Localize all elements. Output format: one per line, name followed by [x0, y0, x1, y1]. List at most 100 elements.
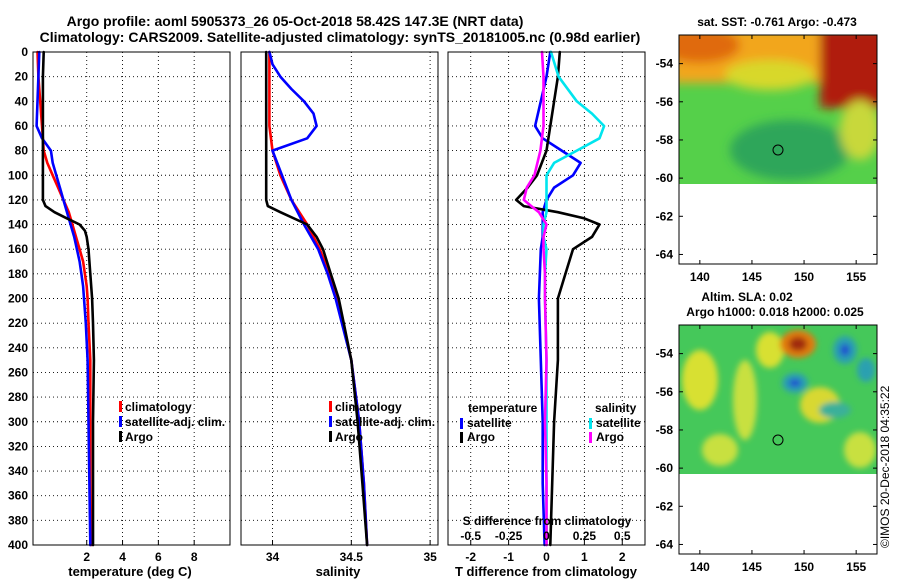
- lat-tick-label: -56: [656, 95, 674, 109]
- salinity-xlabel: salinity: [316, 564, 362, 579]
- x-tick-label: 6: [155, 550, 162, 564]
- sla-blob-teal4: [819, 402, 851, 418]
- legend-label-satellite: satellite-adj. clim.: [125, 415, 225, 429]
- legend-label-t-satellite: satellite: [467, 416, 512, 430]
- depth-tick-label: 100: [8, 168, 28, 182]
- legend-label-climatology: climatology: [125, 400, 192, 414]
- sla-heatmap: [679, 325, 877, 554]
- sst-map-title: sat. SST: -0.761 Argo: -0.473: [697, 15, 857, 29]
- x-tick-label: 4: [119, 550, 126, 564]
- lon-tick-label: 145: [742, 560, 762, 574]
- depth-tick-label: 400: [8, 538, 28, 552]
- series-line-satellite-adj-clim-: [268, 50, 369, 547]
- legend-label-climatology: climatology: [335, 400, 402, 414]
- difference-xlabel: T difference from climatology: [455, 564, 638, 579]
- depth-tick-label: 360: [8, 489, 28, 503]
- lon-tick-label: 155: [846, 270, 866, 284]
- s-tick-label: -0.5: [460, 529, 481, 543]
- difference-legend: temperature satellite Argo salinity sate…: [460, 401, 641, 444]
- lat-tick-label: -62: [656, 499, 674, 513]
- series-line-argo: [41, 50, 96, 547]
- sst-land-mask: [679, 184, 877, 264]
- legend-title-temperature: temperature: [468, 401, 538, 415]
- lat-tick-label: -58: [656, 133, 674, 147]
- s-tick-label: 0.25: [573, 529, 597, 543]
- sla-map-frame: -54 -56 -58 -60 -62 -64 140 145 150 155: [656, 324, 878, 574]
- sla-land-mask: [679, 474, 877, 554]
- sst-field-hot: [679, 35, 740, 63]
- map-border: [678, 324, 878, 555]
- s-tick-label: 0: [543, 529, 550, 543]
- x-tick-label: 0: [543, 550, 550, 564]
- x-tick-label: -2: [465, 550, 476, 564]
- lon-tick-label: 150: [794, 270, 814, 284]
- legend-title-salinity: salinity: [595, 401, 637, 415]
- depth-axis: 0 20 40 60 80 100 120 140 160 180 200 220 240 260 280 3…: [8, 45, 28, 552]
- sla-blob-blue2: [789, 379, 801, 387]
- depth-tick-label: 60: [15, 119, 29, 133]
- plot-frame: [240, 51, 439, 546]
- sla-blob-red: [789, 337, 807, 351]
- sla-map-title2: Argo h1000: 0.018 h2000: 0.025: [686, 305, 864, 319]
- map-border: [678, 34, 878, 265]
- sla-blob-yellow6: [844, 432, 876, 468]
- depth-tick-label: 320: [8, 439, 28, 453]
- depth-tick-label: 260: [8, 365, 28, 379]
- temperature-xlabel: temperature (deg C): [68, 564, 192, 579]
- legend-swatch-t-argo: [460, 432, 463, 443]
- x-tick-label: 2: [619, 550, 626, 564]
- sla-blob-teal3: [857, 358, 875, 382]
- difference-top-label: S difference from climatology: [463, 514, 632, 528]
- lat-tick-label: -64: [656, 247, 674, 261]
- sla-argo-marker: [772, 434, 784, 446]
- legend-label-t-argo: Argo: [467, 430, 495, 444]
- lat-tick-label: -58: [656, 423, 674, 437]
- sla-blob-yellow5: [702, 434, 738, 466]
- lon-tick-label: 145: [742, 270, 762, 284]
- series-line-argo: [264, 50, 369, 547]
- x-tick-label: 1: [581, 550, 588, 564]
- sst-field-yellow2: [840, 100, 877, 160]
- legend-swatch-satellite: [119, 416, 122, 427]
- legend-label-argo: Argo: [125, 430, 153, 444]
- lat-tick-label: -54: [656, 347, 674, 361]
- depth-tick-label: 280: [8, 390, 28, 404]
- legend-swatch-s-satellite: [589, 418, 592, 429]
- legend-swatch-satellite: [329, 416, 332, 427]
- lat-tick-label: -54: [656, 57, 674, 71]
- lat-tick-label: -62: [656, 209, 674, 223]
- lat-tick-label: -56: [656, 385, 674, 399]
- lon-tick-label: 140: [690, 270, 710, 284]
- lon-tick-label: 140: [690, 560, 710, 574]
- legend-label-s-satellite: satellite: [596, 416, 641, 430]
- depth-tick-label: 140: [8, 218, 28, 232]
- series-line-satellite-adj-clim-: [35, 50, 92, 547]
- legend-swatch-climatology: [329, 401, 332, 412]
- sla-blob-yellow1: [682, 350, 718, 410]
- legend-swatch-climatology: [119, 401, 122, 412]
- difference-panel: -2 -1 0 1 2 -0.5 -0.25 0 0.25 0.5: [447, 50, 646, 564]
- title-line2: Climatology: CARS2009. Satellite-adjuste…: [40, 29, 641, 45]
- depth-tick-label: 160: [8, 242, 28, 256]
- depth-tick-label: 20: [15, 70, 29, 84]
- sst-heatmap: [679, 35, 877, 264]
- legend-swatch-argo: [329, 431, 332, 442]
- x-tick-label: 34: [266, 550, 280, 564]
- depth-tick-label: 340: [8, 464, 28, 478]
- temperature-legend: climatology satellite-adj. clim. Argo: [119, 400, 225, 444]
- title-line1: Argo profile: aoml 5905373_26 05-Oct-201…: [67, 13, 524, 29]
- sla-blob-yellow3: [756, 332, 784, 368]
- depth-tick-label: 80: [15, 144, 29, 158]
- lat-tick-label: -64: [656, 537, 674, 551]
- depth-tick-label: 120: [8, 193, 28, 207]
- legend-label-argo: Argo: [335, 430, 363, 444]
- series-line-salinity-argo: [522, 50, 548, 547]
- sla-blob-blue1: [840, 344, 850, 356]
- sst-field-yellow: [725, 60, 815, 90]
- legend-swatch-argo: [119, 431, 122, 442]
- sla-map-title1: Altim. SLA: 0.02: [701, 290, 793, 304]
- depth-tick-label: 380: [8, 513, 28, 527]
- depth-tick-label: 220: [8, 316, 28, 330]
- x-tick-label: 8: [191, 550, 198, 564]
- plot-frame: [32, 51, 231, 546]
